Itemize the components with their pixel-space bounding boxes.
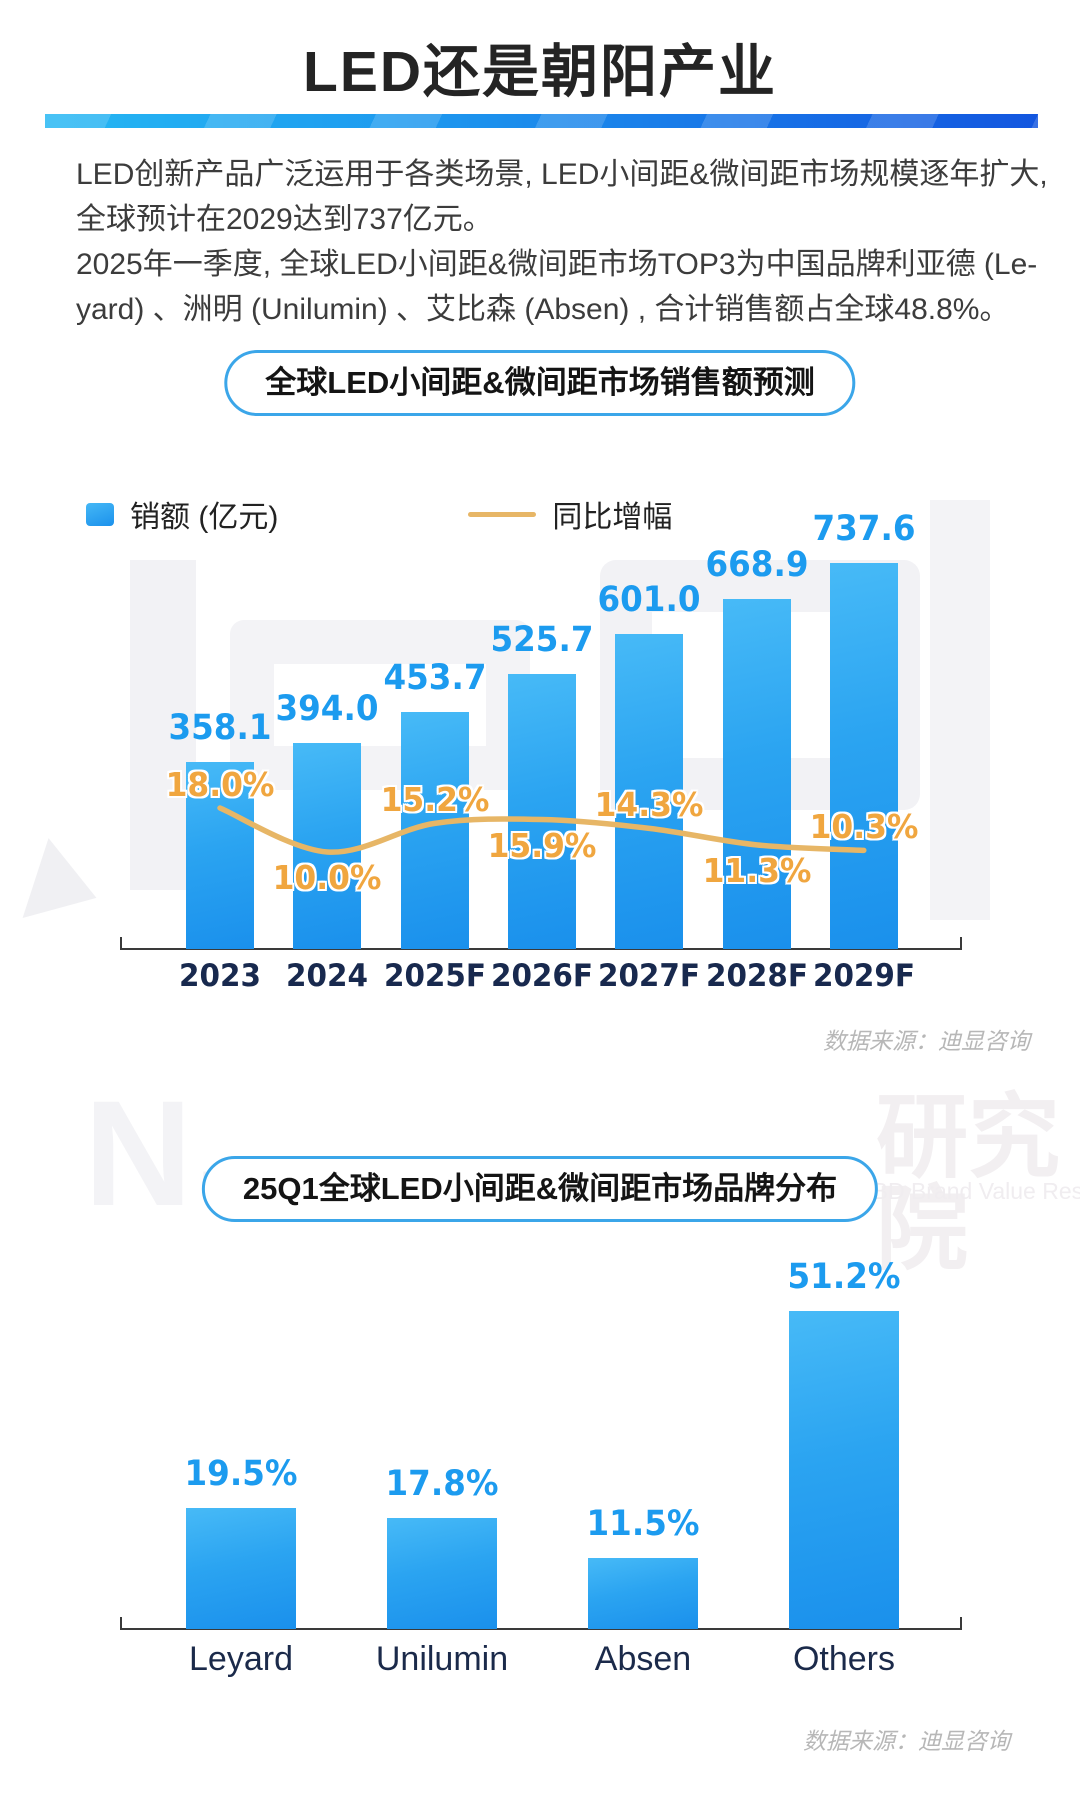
chart1-bar-2027F <box>615 634 684 949</box>
chart1-x-label: 2027F <box>598 958 701 994</box>
chart1-title: 全球LED小间距&微间距市场销售额预测 <box>224 350 856 416</box>
chart2-x-label: Others <box>792 1640 896 1678</box>
chart2-bar-Unilumin <box>387 1518 497 1629</box>
legend-line-swatch-icon <box>468 511 537 517</box>
chart2-source: 数据来源：迪显咨询 <box>803 1728 1010 1754</box>
intro-line: 全球预计在2029达到737亿元。 <box>76 203 493 236</box>
chart1-x-label: 2026F <box>490 958 593 994</box>
watermark-shape <box>930 500 990 920</box>
chart1-bar-2028F <box>722 598 791 949</box>
watermark-speech-tail <box>22 838 110 938</box>
watermark-institute-en: NBD Brand Value Research Institute <box>856 1178 1080 1204</box>
chart2-bar-Others <box>789 1311 899 1629</box>
chart1-value-label: 668.9 <box>705 544 808 585</box>
page-title: LED还是朝阳产业 <box>303 40 777 104</box>
chart1-bar-2025F <box>400 711 469 949</box>
intro-line: LED创新产品广泛运用于各类场景, LED小间距&微间距市场规模逐年扩大, <box>76 158 1048 191</box>
chart2-title: 25Q1全球LED小间距&微间距市场品牌分布 <box>201 1156 879 1222</box>
chart1-x-label: 2028F <box>705 958 808 994</box>
chart2-x-label: Unilumin <box>375 1640 509 1678</box>
watermark-institute-cn: 研究院 <box>876 1087 1061 1281</box>
chart1-value-label: 601.0 <box>597 580 701 621</box>
chart2-value-label: 11.5% <box>586 1503 700 1544</box>
chart2-bar-Absen <box>588 1557 698 1629</box>
intro-line: 2025年一季度, 全球LED小间距&微间距市场TOP3为中国品牌利亚德 (Le… <box>76 248 1038 281</box>
chart2-x-label: Absen <box>594 1640 692 1678</box>
intro-line: yard) 、洲明 (Unilumin) 、艾比森 (Absen) , 合计销售… <box>76 293 1010 326</box>
chart1-value-label: 525.7 <box>490 619 594 660</box>
chart2-value-label: 19.5% <box>184 1453 298 1494</box>
chart1-growth-label: 14.3% <box>594 785 704 825</box>
chart1-growth-label: 10.0% <box>272 858 382 897</box>
chart1-growth-label: 18.0% <box>165 765 275 804</box>
chart1-x-label: 2025F <box>383 958 486 994</box>
chart1-growth-label: 10.3% <box>809 807 919 847</box>
chart2-x-axis <box>120 1617 962 1630</box>
title-divider-bar <box>45 114 1038 128</box>
chart1-x-label: 2024 <box>286 958 369 994</box>
legend-bar-swatch-icon <box>86 502 114 526</box>
chart1-legend: 销额 (亿元) 同比增幅 <box>86 492 672 536</box>
watermark-shape <box>130 560 196 890</box>
chart2-value-label: 51.2% <box>787 1257 901 1297</box>
legend-line-label: 同比增幅 <box>552 501 673 534</box>
chart1-x-label: 2029F <box>812 958 915 994</box>
chart1-x-label: 2023 <box>179 958 261 994</box>
legend-bar-label: 销额 (亿元) <box>130 501 279 534</box>
intro-text: LED创新产品广泛运用于各类场景, LED小间距&微间距市场规模逐年扩大, 全球… <box>76 152 1048 332</box>
chart2-x-label: Leyard <box>189 1640 293 1678</box>
chart1-growth-label: 11.3% <box>702 850 811 890</box>
watermark-nbd-logo: N <box>84 1069 193 1237</box>
chart1-bar-2024 <box>293 742 362 949</box>
chart1-growth-label: 15.9% <box>487 825 597 865</box>
chart1-x-axis <box>120 937 962 950</box>
chart1-value-label: 358.1 <box>168 707 272 748</box>
chart1-value-label: 394.0 <box>275 688 379 729</box>
chart1-value-label: 453.7 <box>383 657 487 698</box>
chart1-bar-2026F <box>507 673 576 949</box>
chart2-bar-Leyard <box>186 1507 296 1629</box>
chart1-source: 数据来源：迪显咨询 <box>823 1028 1030 1054</box>
chart1-bar-2029F <box>829 563 898 949</box>
chart1-bar-2023 <box>186 761 254 949</box>
chart1-value-label: 737.6 <box>812 509 916 549</box>
chart2-value-label: 17.8% <box>385 1464 499 1505</box>
chart1-growth-label: 15.2% <box>380 780 489 820</box>
